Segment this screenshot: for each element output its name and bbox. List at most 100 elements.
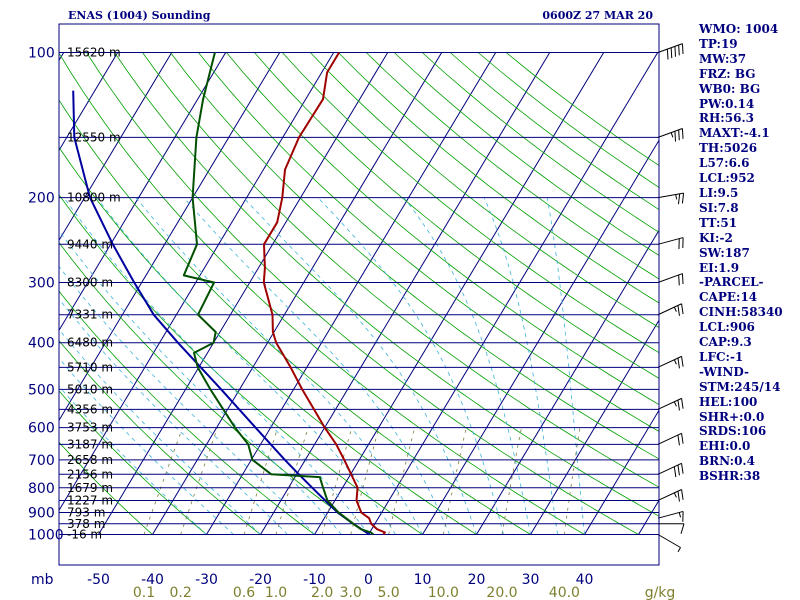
dry-adiabat-line [59,194,423,535]
height-label: 2658 m [67,453,113,467]
wind-barb-half-flag [677,547,681,553]
wind-barb-flag [677,357,680,369]
wind-barb [658,523,685,534]
isotherm-line [260,52,551,535]
index-row: L57:6.6 [699,156,750,171]
temperature-tick-label: 20 [468,572,486,588]
mixing-ratio-label: 1.0 [265,585,287,600]
height-label: 7331 m [67,308,113,322]
wind-barb-flag [681,273,684,285]
height-label: 4356 m [67,402,113,416]
index-row: STM:245/14 [699,379,781,394]
wind-barb-half-flag [673,359,677,365]
wind-barb [657,397,684,411]
wind-barb-staff [657,534,681,548]
dewpoint-trace [182,52,375,536]
height-label: 2156 m [67,467,113,481]
height-label: 378 m [67,517,105,531]
wind-barb-flag [680,523,685,534]
index-row: LFC:-1 [699,349,744,364]
index-row: MW:37 [699,51,747,66]
index-row: BSHR:38 [699,469,761,484]
pressure-tick-label: 200 [28,191,55,207]
wind-barb-half-flag [670,132,674,138]
wind-barb-flag [677,305,680,316]
wind-barb-flag [677,193,681,205]
isotherm-line [59,52,227,332]
mixing-ratio-label: 40.0 [549,585,580,600]
wind-barb-flag [681,433,684,444]
wind-barb-flag [678,129,680,141]
isotherm-line [98,52,389,535]
dry-adiabat-line [59,52,585,535]
wind-barb-half-flag [678,512,682,518]
wind-barb-flag [681,43,684,55]
wind-barb-flag [681,463,684,474]
dry-adiabat-line [142,52,659,488]
isotherm-line [59,52,119,152]
height-label: 793 m [67,505,105,519]
index-row: SHR+:0.0 [699,409,765,424]
wind-barb-flag [673,466,677,478]
index-row: FRZ: BG [699,66,756,81]
height-label: 1679 m [67,481,113,495]
mixing-ratio-line [180,427,218,535]
mixing-ratio-label: 0.1 [133,585,155,600]
isotherm-line [59,52,335,512]
isotherm-line [530,319,659,535]
index-row: LCL:952 [699,171,755,186]
wind-barb [657,273,684,286]
wind-barb [657,432,684,446]
height-label: 9440 m [67,237,113,251]
wind-barb-flag [681,398,684,409]
index-row: SW:187 [699,245,750,260]
mixing-ratio-line [143,427,183,535]
moist-adiabat-line [243,197,477,535]
index-row: CINH:58340 [699,305,783,320]
index-row: LCL:906 [699,320,755,335]
index-row: RH:56.3 [699,111,754,126]
index-row: CAP:9.3 [699,335,752,350]
mixing-ratio-label: 0.6 [233,585,255,600]
chart-datetime: 0600Z 27 MAR 20 [542,9,653,22]
index-row: WMO: 1004 [699,22,779,36]
isotherm-line [59,52,281,422]
temperature-trace [262,51,386,536]
height-label: 5710 m [67,360,113,374]
wind-barb [657,128,684,142]
pressure-tick-label: 700 [28,453,55,469]
pressure-tick-label: 1000 [28,528,64,544]
wind-barb-flag [674,131,677,142]
moist-adiabat-line [483,197,558,535]
wind-barb [657,462,684,478]
pressure-tick-label: 800 [28,481,55,497]
temperature-tick-label: -40 [141,572,164,588]
wind-barb-half-flag [673,401,677,407]
wind-barb-flag [670,47,673,59]
mixing-ratio-label: 5.0 [377,585,399,600]
moist-adiabat-line [183,197,450,535]
pressure-tick-label: 400 [28,336,55,352]
mixing-ratio-label: 2.0 [311,585,333,600]
wind-barb-flag [681,128,684,139]
isotherm-line [368,52,659,535]
pressure-tick-label: 300 [28,275,55,291]
isotherm-line [206,52,497,535]
height-label: 3187 m [67,437,113,451]
wind-barb-flag [681,489,684,500]
wind-barb-flag [677,491,680,502]
mixing-ratio-label: 20.0 [486,585,517,600]
isotherm-line [584,409,659,535]
temperature-tick-label: -30 [195,572,218,588]
wind-barb-flag [681,303,684,315]
isotherm-line [314,52,605,535]
mixing-ratio-line [388,427,416,535]
dry-adiabat-lines [59,52,659,535]
wind-barb [657,192,685,205]
height-label: 8300 m [67,275,113,289]
temperature-tick-label: -10 [303,572,326,588]
mixing-ratio-unit-label: g/kg [645,585,676,600]
height-label: 15620 m [67,46,121,60]
index-row: CAPE:14 [699,290,758,305]
